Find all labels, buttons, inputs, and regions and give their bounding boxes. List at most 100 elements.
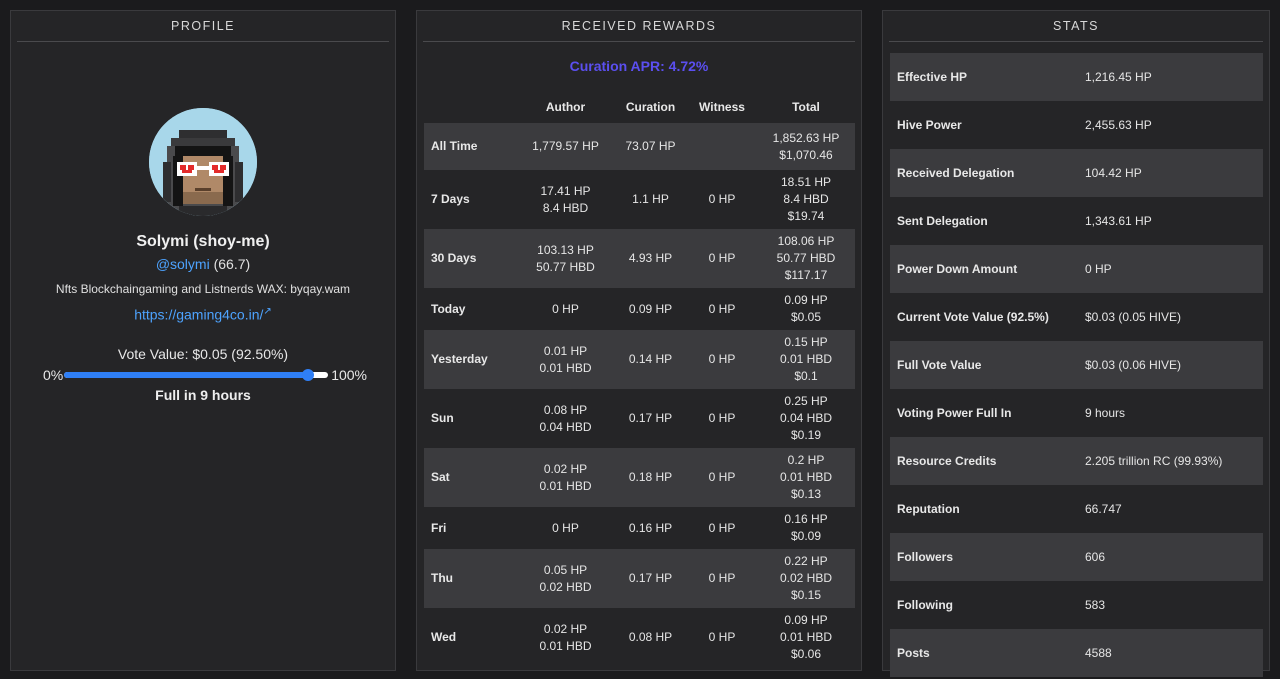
total-value: $0.13 <box>790 487 822 501</box>
rewards-panel: RECEIVED REWARDS Curation APR: 4.72% Aut… <box>416 10 862 671</box>
rewards-total-cell: 0.09 HP $0.05 <box>757 288 855 330</box>
author-value: 0.02 HP <box>543 461 588 476</box>
rewards-author-cell: 0.02 HP 0.01 HBD <box>517 608 614 667</box>
profile-about: Nfts Blockchaingaming and Listnerds WAX:… <box>55 282 351 296</box>
total-value: $0.05 <box>790 310 822 324</box>
rewards-row-label: 30 Days <box>424 229 517 288</box>
rewards-total-cell: 0.15 HP 0.01 HBD $0.1 <box>757 330 855 389</box>
total-value: 0.25 HP <box>784 394 828 408</box>
author-value: 17.41 HP <box>540 183 591 198</box>
stat-value: 1,343.61 HP <box>1085 214 1152 228</box>
total-value: 0.09 HP <box>784 293 828 307</box>
column-header-label <box>424 91 517 123</box>
total-value: 0.16 HP <box>784 512 828 526</box>
rewards-total-cell: 0.16 HP $0.09 <box>757 507 855 549</box>
stat-value: 2,455.63 HP <box>1085 118 1152 132</box>
rewards-author-cell: 17.41 HP 8.4 HBD <box>517 170 614 229</box>
stat-value: 1,216.45 HP <box>1085 70 1152 84</box>
author-value: 8.4 HBD <box>542 200 589 215</box>
author-value: 0 HP <box>552 520 579 535</box>
stat-label: Following <box>897 598 953 612</box>
stats-panel: STATS Effective HP 1,216.45 HP Hive Power 2… <box>882 10 1270 677</box>
author-value: 0.05 HP <box>543 562 588 577</box>
stat-value: 4588 <box>1085 646 1112 660</box>
total-value: 18.51 HP <box>780 175 832 189</box>
total-value: 8.4 HBD <box>783 192 829 206</box>
author-value: 0.02 HP <box>543 621 588 636</box>
stat-value: 2.205 trillion RC (99.93%) <box>1085 454 1223 468</box>
stat-label: Posts <box>897 646 930 660</box>
profile-handle-line: @solymi (66.7) <box>11 256 395 272</box>
stat-row: Reputation 66.747 <box>890 485 1263 533</box>
total-value: $0.19 <box>790 428 822 442</box>
rewards-author-cell: 0.05 HP 0.02 HBD <box>517 549 614 608</box>
rewards-row: Thu 0.05 HP 0.02 HBD 0.17 HP 0 HP 0.22 HP 0.02… <box>424 549 855 608</box>
rewards-total-cell: 0.25 HP 0.04 HBD $0.19 <box>757 389 855 448</box>
stat-row: Following 583 <box>890 581 1263 629</box>
profile-website-link[interactable]: https://gaming4co.in/↗ <box>11 306 395 323</box>
stat-value: $0.03 (0.06 HIVE) <box>1085 358 1182 372</box>
profile-reputation: (66.7) <box>213 256 251 272</box>
stat-label: Hive Power <box>897 118 962 132</box>
stat-row: Effective HP 1,216.45 HP <box>890 53 1263 101</box>
stat-value: 606 <box>1085 550 1106 564</box>
rewards-total-cell: 0.09 HP 0.01 HBD $0.06 <box>757 608 855 667</box>
rewards-curation-cell: 0.17 HP <box>614 389 687 448</box>
rewards-row-label: Sun <box>424 389 517 448</box>
slider-max-label: 100% <box>331 367 367 383</box>
rewards-author-cell: 1,779.57 HP <box>517 123 614 170</box>
stat-value: 104.42 HP <box>1085 166 1142 180</box>
column-header-curation: Curation <box>625 100 676 114</box>
curation-apr: Curation APR: 4.72% <box>569 58 709 74</box>
rewards-witness-cell: 0 HP <box>687 448 757 507</box>
stats-list: Effective HP 1,216.45 HP Hive Power 2,455.6… <box>890 53 1263 677</box>
profile-handle-link[interactable]: @solymi <box>155 256 210 272</box>
total-value: 0.01 HBD <box>779 352 833 366</box>
rewards-witness-cell: 0 HP <box>687 288 757 330</box>
stat-row: Sent Delegation 1,343.61 HP <box>890 197 1263 245</box>
total-value: 0.04 HBD <box>779 411 833 425</box>
stat-label: Voting Power Full In <box>897 406 1012 420</box>
total-value: 0.2 HP <box>787 453 825 467</box>
stat-label: Full Vote Value <box>897 358 982 372</box>
author-value: 0 HP <box>552 301 579 316</box>
total-value: $0.06 <box>790 647 822 661</box>
stat-value: 9 hours <box>1085 406 1126 420</box>
stat-value: $0.03 (0.05 HIVE) <box>1085 310 1182 324</box>
stat-row: Power Down Amount 0 HP <box>890 245 1263 293</box>
profile-website-text[interactable]: https://gaming4co.in/ <box>134 306 264 323</box>
stat-row: Received Delegation 104.42 HP <box>890 149 1263 197</box>
full-in-text: Full in 9 hours <box>155 387 251 403</box>
stat-row: Full Vote Value $0.03 (0.06 HIVE) <box>890 341 1263 389</box>
author-value: 0.01 HBD <box>539 360 592 375</box>
stat-row: Resource Credits 2.205 trillion RC (99.93… <box>890 437 1263 485</box>
slider-min-label: 0% <box>43 367 64 383</box>
rewards-author-cell: 103.13 HP 50.77 HBD <box>517 229 614 288</box>
author-value: 1,779.57 HP <box>532 139 599 153</box>
author-value: 0.01 HBD <box>539 478 592 493</box>
rewards-table: Author Curation Witness Total All Time 1,… <box>424 91 855 667</box>
slider-thumb <box>302 369 315 381</box>
rewards-author-cell: 0.02 HP 0.01 HBD <box>517 448 614 507</box>
column-header-author: Author <box>545 100 586 114</box>
rewards-curation-cell: 0.18 HP <box>614 448 687 507</box>
rewards-curation-cell: 0.14 HP <box>614 330 687 389</box>
rewards-curation-cell: 73.07 HP <box>614 123 687 170</box>
slider-fill <box>64 372 309 378</box>
external-link-icon: ↗ <box>263 306 272 317</box>
total-value: 0.22 HP <box>784 554 828 568</box>
total-value: 1,852.63 HP <box>772 130 840 145</box>
rewards-row-label: Sat <box>424 448 517 507</box>
rewards-row: Sun 0.08 HP 0.04 HBD 0.17 HP 0 HP 0.25 HP 0.04… <box>424 389 855 448</box>
stat-value: 583 <box>1085 598 1106 612</box>
rewards-row-label: Fri <box>424 507 517 549</box>
stat-value: 0 HP <box>1085 262 1112 276</box>
author-value: 0.02 HBD <box>539 579 592 594</box>
rewards-row-label: Yesterday <box>424 330 517 389</box>
rewards-witness-cell: 0 HP <box>687 330 757 389</box>
rewards-curation-cell: 0.17 HP <box>614 549 687 608</box>
rewards-row-label: Wed <box>424 608 517 667</box>
rewards-witness-cell: 0 HP <box>687 507 757 549</box>
rewards-row: Yesterday 0.01 HP 0.01 HBD 0.14 HP 0 HP 0.15 … <box>424 330 855 389</box>
avatar[interactable] <box>149 108 257 216</box>
